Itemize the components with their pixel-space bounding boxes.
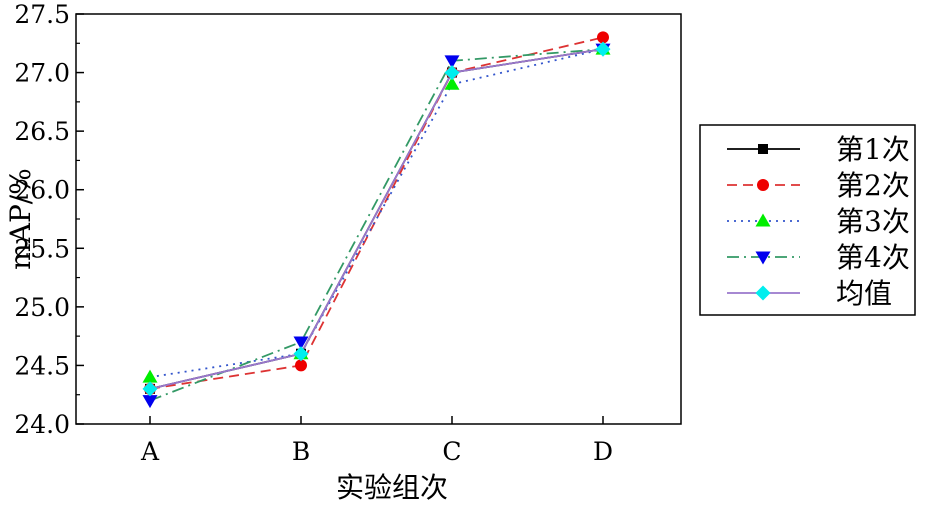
legend-frame	[699, 124, 916, 316]
data-point-4	[293, 336, 309, 350]
x-tick-label: A	[140, 437, 160, 466]
x-tick-label: D	[593, 437, 613, 466]
y-tick-label: 26.0	[14, 176, 70, 205]
series-line-5	[149, 48, 604, 390]
y-tick-label: 25.0	[14, 293, 70, 322]
plot-frame	[75, 13, 682, 425]
y-tick-label: 26.5	[14, 117, 70, 146]
data-point-5	[444, 65, 460, 81]
y-axis-title: mAP/%	[4, 168, 37, 270]
legend-marker	[758, 144, 768, 154]
series-layer	[142, 31, 611, 409]
y-tick-label: 27.0	[14, 59, 70, 88]
data-point-3	[444, 76, 460, 90]
y-tick-label: 25.5	[14, 234, 70, 263]
y-tick-label: 27.5	[14, 0, 70, 29]
series-line-4	[149, 48, 604, 402]
y-axis: 24.0 24.5 25.0 25.5 26.0 26.5 27.0 27.5	[14, 0, 84, 439]
series-line-3	[149, 48, 604, 379]
data-point-5	[142, 381, 158, 397]
x-tick-label: B	[292, 437, 310, 466]
legend-marker	[755, 285, 771, 301]
legend-label: 第4次	[836, 241, 910, 274]
x-tick-label: C	[442, 437, 461, 466]
data-point-4	[444, 55, 460, 69]
legend-marker	[755, 251, 771, 265]
data-point-2	[597, 31, 609, 44]
data-point-2	[295, 359, 307, 372]
y-tick-label: 24.0	[14, 410, 70, 439]
legend-label: 均值	[836, 277, 892, 310]
legend-marker	[757, 179, 769, 191]
y-tick-label: 24.5	[14, 351, 70, 380]
legend-marker	[755, 213, 771, 227]
legend-label: 第2次	[836, 169, 910, 202]
legend-label: 第3次	[836, 205, 910, 238]
series-line-1	[149, 48, 604, 390]
data-point-4	[142, 395, 158, 409]
data-point-3	[142, 369, 158, 383]
x-axis-title: 实验组次	[336, 471, 448, 504]
data-point-5	[595, 41, 611, 57]
legend-label: 第1次	[836, 133, 910, 166]
x-axis: A B C D	[140, 416, 613, 466]
data-point-5	[293, 346, 309, 362]
